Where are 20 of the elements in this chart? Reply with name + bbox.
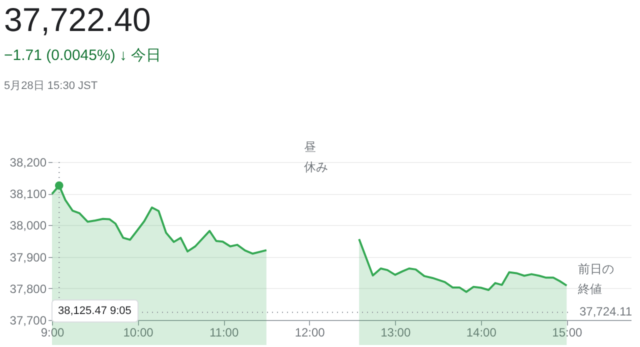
- y-tick-label: 38,000: [10, 218, 47, 233]
- annotation: 38,125.47 9:05: [58, 305, 132, 317]
- y-tick-label: 38,200: [10, 156, 47, 170]
- annotation: 昼休み: [304, 140, 328, 174]
- x-tick-label: 14:00: [466, 326, 497, 340]
- chart-title: 37,722.40: [4, 0, 151, 40]
- text: 5月28日 15:30 JST: [4, 79, 98, 94]
- y-tick-label: 37,700: [10, 314, 47, 328]
- x-tick-label: 15:00: [552, 326, 583, 340]
- y-tick-label: 37,900: [10, 250, 47, 264]
- x-tick-label: 12:00: [294, 326, 326, 340]
- ref-line-label: 37,724.11: [580, 304, 632, 318]
- y-tick-label: 38,100: [10, 187, 47, 202]
- y-tick-label: 37,800: [10, 282, 47, 296]
- annotation: 前日の終値: [577, 262, 614, 296]
- x-tick-label: 9:00: [40, 326, 64, 340]
- chart-subtitle: −1.71 (0.0045%) ↓ 今日: [4, 46, 162, 66]
- x-tick-label: 10:00: [123, 326, 154, 340]
- x-tick-label: 11:00: [209, 326, 239, 340]
- x-tick-label: 13:00: [380, 326, 411, 340]
